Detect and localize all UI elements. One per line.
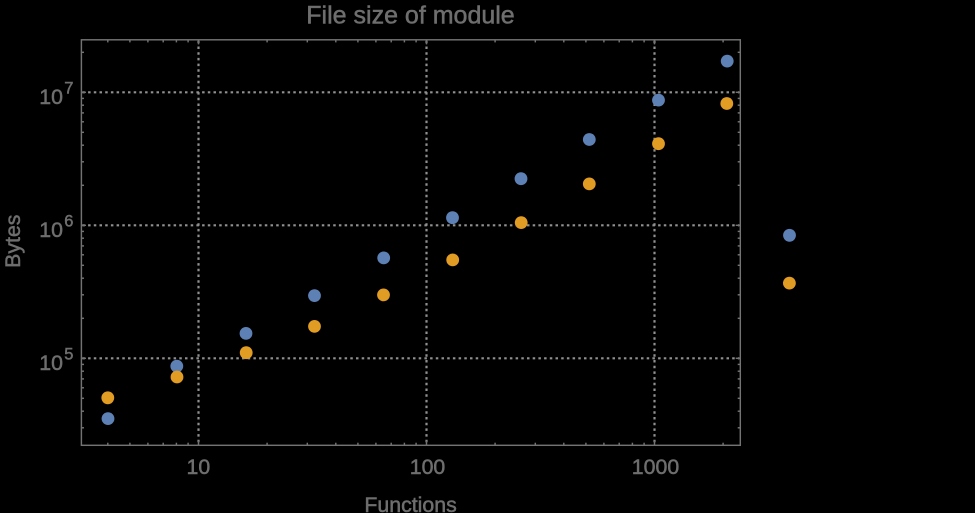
svg-text:File size of module: File size of module <box>306 1 514 29</box>
svg-text:6: 6 <box>64 213 73 231</box>
svg-text:1000: 1000 <box>632 455 680 479</box>
svg-text:7: 7 <box>64 80 73 98</box>
svg-text:100: 100 <box>410 455 446 479</box>
svg-text:10: 10 <box>39 351 63 375</box>
svg-text:10: 10 <box>187 455 211 479</box>
svg-text:Bytes: Bytes <box>1 215 25 268</box>
svg-text:5: 5 <box>64 346 73 364</box>
svg-text:10: 10 <box>39 218 63 242</box>
svg-text:Functions: Functions <box>364 493 456 513</box>
svg-text:10: 10 <box>39 85 63 109</box>
